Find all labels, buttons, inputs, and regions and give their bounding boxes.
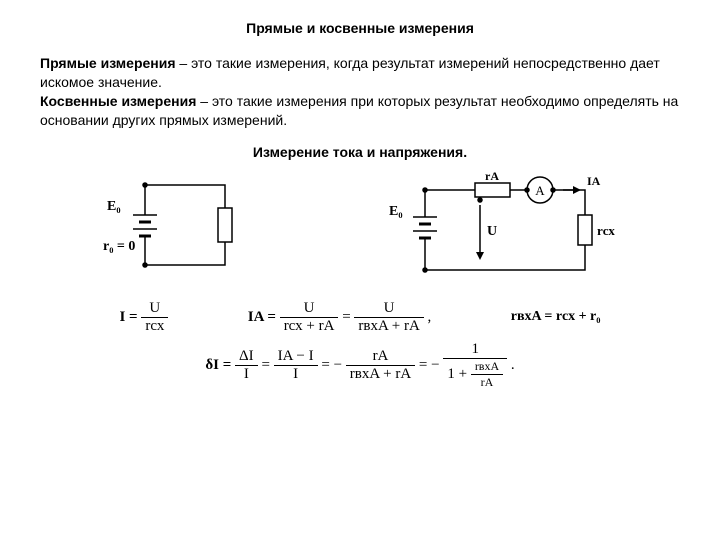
- formula-3: rвхA = rсх + r₀: [511, 309, 601, 325]
- f1-num: U: [141, 300, 168, 318]
- f4-num3: rA: [346, 348, 415, 366]
- circuit2-rA: rA: [485, 170, 499, 183]
- f4-den4a: 1 +: [447, 366, 467, 382]
- circuit2-IA: IA: [587, 174, 601, 188]
- formula-2: IA = U rсх + rA = U rвхA + rA ,: [248, 300, 431, 335]
- f2-lhs: IA =: [248, 309, 276, 325]
- f4-den3: rвхA + rA: [346, 366, 415, 383]
- f4-eq3: = −: [321, 357, 342, 373]
- f2-den2: rвхA + rA: [354, 318, 423, 335]
- f2-den1: rсх + rA: [280, 318, 339, 335]
- page-title: Прямые и косвенные измерения: [40, 20, 680, 36]
- circuit1-e0: E₀: [107, 199, 121, 214]
- f4-eq4: = −: [419, 357, 440, 373]
- f2-eq2: =: [342, 309, 350, 325]
- f4-den1: I: [235, 366, 258, 383]
- f4-tail: .: [511, 357, 515, 373]
- f4-den2: I: [274, 366, 318, 383]
- circuit2-ammeter-label: A: [535, 183, 545, 198]
- circuit2-rcx: rсх: [597, 223, 615, 238]
- section-subtitle: Измерение тока и напряжения.: [40, 144, 680, 160]
- f2-num1: U: [280, 300, 339, 318]
- circuit2-U: U: [487, 224, 497, 239]
- def2-term: Косвенные измерения: [40, 93, 196, 109]
- f4-num4: 1: [443, 341, 507, 359]
- circuit-diagrams: E₀ r₀ = 0: [40, 170, 680, 290]
- definitions-block: Прямые измерения – это такие измерения, …: [40, 54, 680, 130]
- f2-tail: ,: [428, 309, 432, 325]
- f4-den4-num: rвхA: [471, 359, 503, 375]
- formula-1: I = U rсх: [119, 300, 168, 335]
- f2-num2: U: [354, 300, 423, 318]
- f4-num2: IA − I: [274, 348, 318, 366]
- f4-eq2: =: [261, 357, 269, 373]
- formula-row-2: δI = ΔI I = IA − I I = − rA rвхA + rA = …: [40, 341, 680, 390]
- f3-text: rвхA = rсх + r₀: [511, 309, 601, 324]
- f1-den: rсх: [141, 318, 168, 335]
- f1-lhs: I =: [119, 309, 137, 325]
- f4-den4-den: rA: [471, 375, 503, 390]
- circuit2-E0: E₀: [389, 204, 403, 219]
- def1-term: Прямые измерения: [40, 55, 176, 71]
- f4-lhs: δI =: [205, 357, 231, 373]
- formula-4: δI = ΔI I = IA − I I = − rA rвхA + rA = …: [205, 357, 514, 373]
- circuit-1: E₀ r₀ = 0: [95, 170, 255, 280]
- circuit-2: A rA IA E₀ U rсх: [365, 170, 625, 290]
- f4-num1: ΔI: [235, 348, 258, 366]
- circuit1-r0: r₀ = 0: [103, 239, 135, 254]
- formula-row-1: I = U rсх IA = U rсх + rA = U rвхA + rA …: [40, 300, 680, 335]
